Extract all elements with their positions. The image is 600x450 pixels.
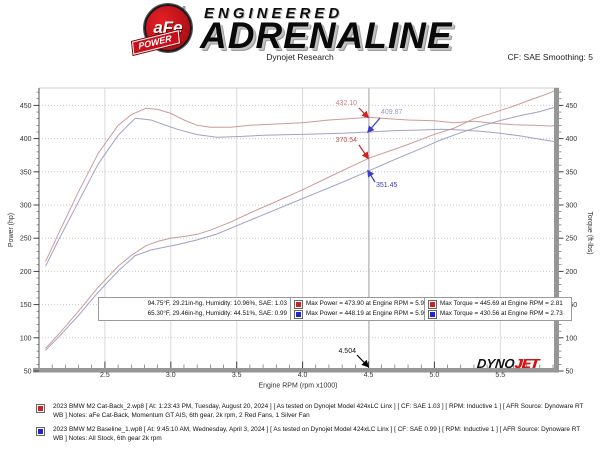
max-power-row-catback: Max Power = 473.90 at Engine RPM = 5.93 <box>294 299 427 309</box>
catback-swatch-icon <box>36 404 45 413</box>
max-power-catback-value: Max Power = 473.90 at Engine RPM = 5.93 <box>306 300 428 307</box>
svg-text:350: 350 <box>20 169 32 176</box>
baseline-swatch-icon <box>36 427 45 436</box>
dynojet-logo-jet: JET <box>513 356 540 371</box>
run-stats-box: 94.75°F, 29.21in-hg, Humidity: 10.96%, S… <box>98 297 572 321</box>
svg-text:4.5: 4.5 <box>364 372 374 379</box>
svg-text:300: 300 <box>20 203 32 210</box>
dynojet-logo-dyno: DYNO <box>476 356 516 371</box>
catback-swatch-icon <box>428 299 437 309</box>
svg-text:3.0: 3.0 <box>166 372 176 379</box>
svg-text:450: 450 <box>566 103 578 110</box>
svg-text:409.87: 409.87 <box>381 109 403 116</box>
max-torque-row-baseline: Max Torque = 430.56 at Engine RPM = 2.73 <box>428 309 568 319</box>
max-power-cell: Max Power = 473.90 at Engine RPM = 5.93 … <box>290 297 427 321</box>
brand-adrenaline-text: ADRENALINE <box>200 15 453 56</box>
svg-text:5.5: 5.5 <box>495 372 505 379</box>
svg-text:4.504: 4.504 <box>338 348 356 355</box>
dynojet-logo: DYNOJET <box>476 356 539 371</box>
environment-stats-cell: 94.75°F, 29.21in-hg, Humidity: 10.96%, S… <box>98 297 291 321</box>
afe-power-logo: aFe ® POWER <box>132 3 198 57</box>
svg-text:370.54: 370.54 <box>336 137 358 144</box>
max-torque-baseline-value: Max Torque = 430.56 at Engine RPM = 2.73 <box>440 310 563 317</box>
svg-text:100: 100 <box>20 335 32 342</box>
svg-text:4.0: 4.0 <box>298 372 308 379</box>
svg-text:400: 400 <box>20 136 32 143</box>
svg-text:Torque (ft-lbs): Torque (ft-lbs) <box>586 211 593 254</box>
svg-text:50: 50 <box>566 369 574 376</box>
max-power-row-baseline: Max Power = 448.19 at Engine RPM = 5.93 <box>294 309 427 319</box>
svg-text:150: 150 <box>20 302 32 309</box>
max-power-baseline-value: Max Power = 448.19 at Engine RPM = 5.93 <box>306 310 428 317</box>
run-legend-baseline-text: 2023 BMW M2 Baseline_1.wp8 [ At: 9:45:10… <box>53 426 581 442</box>
svg-text:450: 450 <box>20 103 32 110</box>
registered-mark: ® <box>182 6 186 12</box>
svg-text:50: 50 <box>24 369 32 376</box>
run-legend-catback-text: 2023 BMW M2 Cat-Back_2.wp8 [ At: 1:23:43… <box>53 403 584 419</box>
svg-text:100: 100 <box>566 335 578 342</box>
env-row-baseline: 65.30°F, 29.46in-hg, Humidity: 44.51%, S… <box>147 310 287 317</box>
run-legend-catback: 2023 BMW M2 Cat-Back_2.wp8 [ At: 1:23:43… <box>36 403 588 420</box>
baseline-swatch-icon <box>428 309 437 319</box>
svg-text:200: 200 <box>20 269 32 276</box>
svg-text:300: 300 <box>566 203 578 210</box>
run-legend-baseline: 2023 BMW M2 Baseline_1.wp8 [ At: 9:45:10… <box>36 426 588 443</box>
svg-text:351.45: 351.45 <box>376 182 398 189</box>
svg-text:250: 250 <box>566 236 578 243</box>
max-torque-catback-value: Max Torque = 445.69 at Engine RPM = 2.81 <box>440 300 563 307</box>
smoothing-setting-label: CF: SAE Smoothing: 5 <box>507 52 593 62</box>
svg-text:5.0: 5.0 <box>430 372 440 379</box>
svg-text:432.10: 432.10 <box>336 100 358 107</box>
svg-text:400: 400 <box>566 136 578 143</box>
svg-text:350: 350 <box>566 169 578 176</box>
svg-text:250: 250 <box>20 236 32 243</box>
svg-text:3.5: 3.5 <box>232 372 242 379</box>
baseline-swatch-icon <box>294 309 303 319</box>
dyno-chart: 2.5 3.0 3.5 4.0 4.5 5.0 5.5 450 400 350 300 250 200 1… <box>8 87 593 390</box>
svg-text:200: 200 <box>566 269 578 276</box>
max-torque-row-catback: Max Torque = 445.69 at Engine RPM = 2.81 <box>428 299 568 309</box>
max-torque-cell: Max Torque = 445.69 at Engine RPM = 2.81… <box>424 297 572 321</box>
chart-title: Dynojet Research <box>266 52 334 62</box>
svg-text:2.5: 2.5 <box>100 372 110 379</box>
catback-swatch-icon <box>294 299 303 309</box>
svg-text:Power (hp): Power (hp) <box>8 213 15 247</box>
env-row-catback: 94.75°F, 29.21in-hg, Humidity: 10.96%, S… <box>147 300 287 307</box>
brand-engineered-text: ENGINEERED <box>204 5 344 22</box>
svg-text:Engine RPM (rpm x1000): Engine RPM (rpm x1000) <box>259 383 338 390</box>
brand-header: aFe ® POWER ENGINEERED ADRENALINE Dynoje… <box>0 0 600 64</box>
